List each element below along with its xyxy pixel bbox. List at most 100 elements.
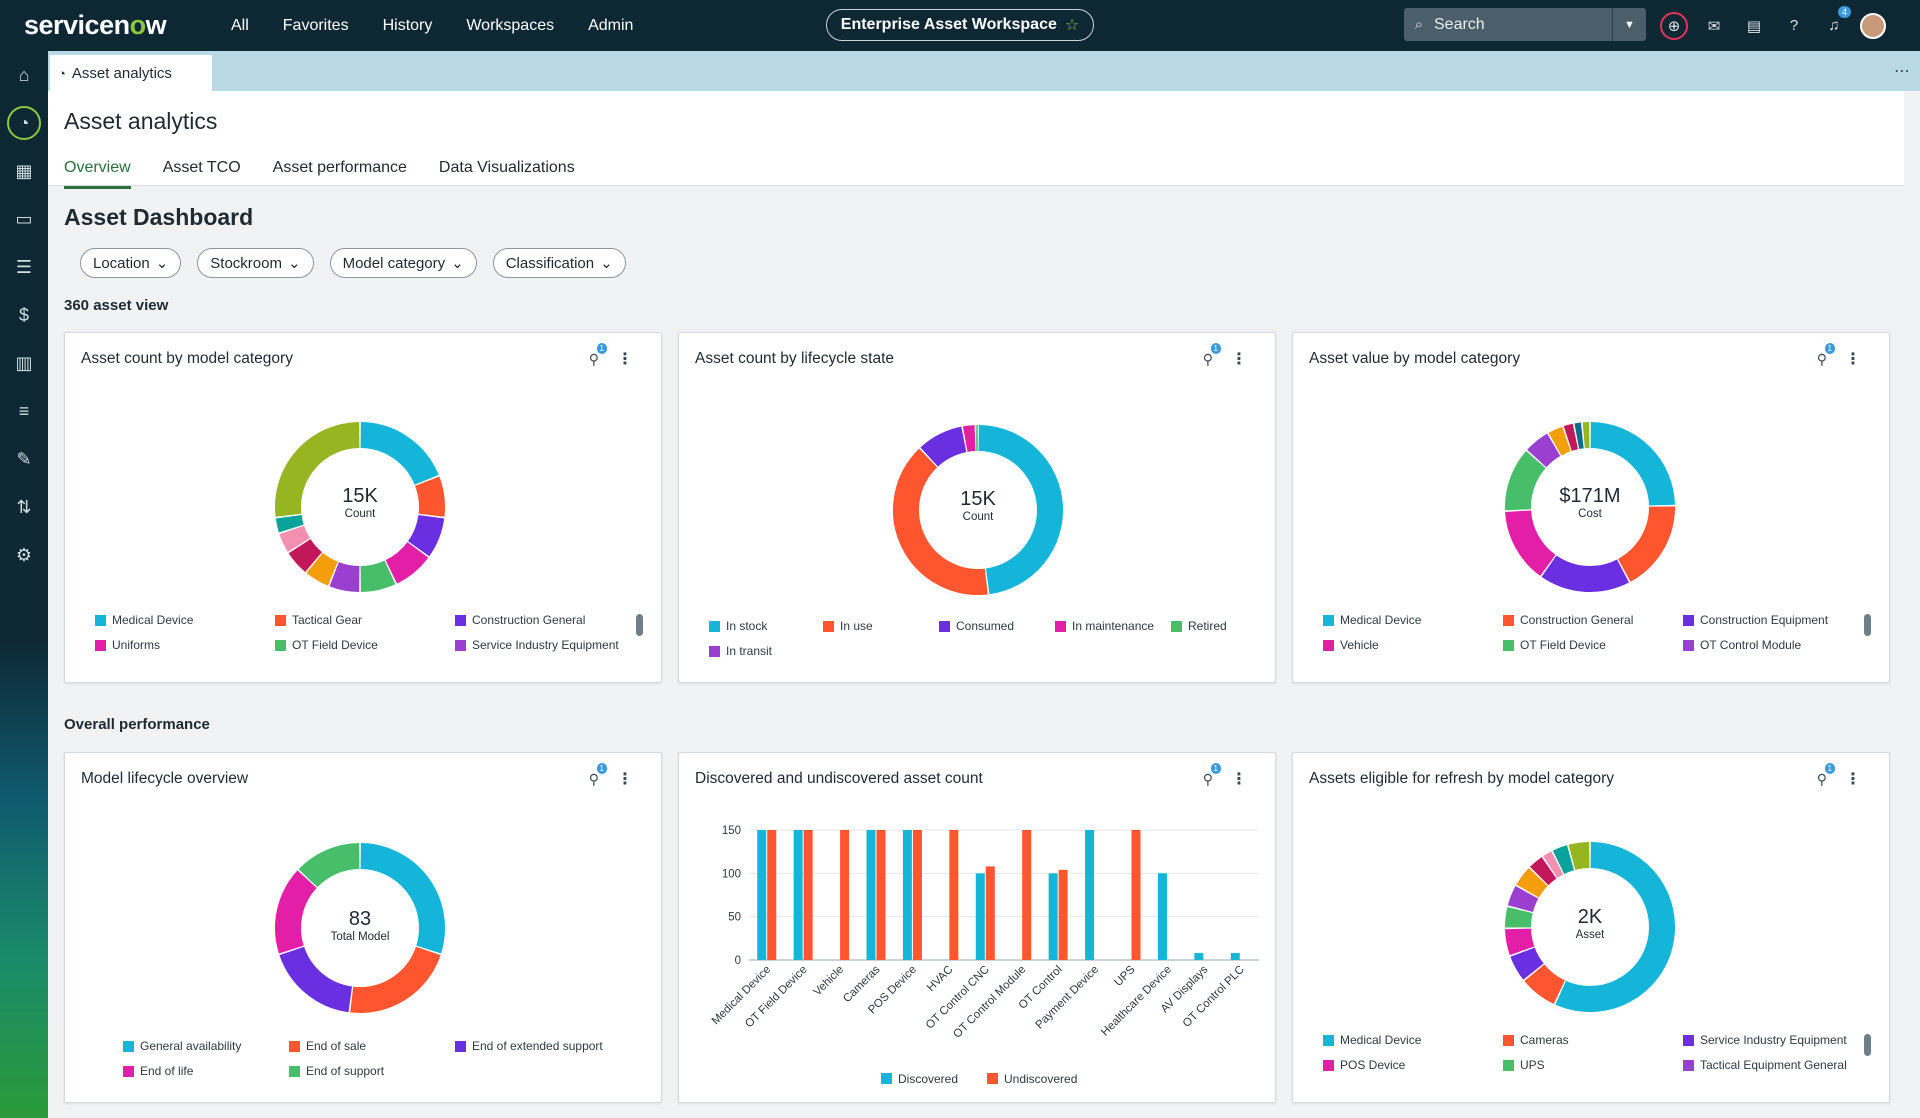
legend-item[interactable]: Vehicle: [1323, 638, 1503, 652]
invoice-icon[interactable]: $: [18, 304, 29, 325]
donut-slice[interactable]: [275, 514, 304, 533]
bar-undiscovered[interactable]: [912, 830, 922, 960]
donut-slice[interactable]: [1530, 857, 1557, 886]
legend-item[interactable]: End of support: [289, 1064, 455, 1078]
tab-asset-analytics[interactable]: ◔ Asset analytics: [50, 55, 212, 91]
donut-slice[interactable]: [1548, 426, 1571, 456]
donut-slice[interactable]: [893, 448, 988, 595]
legend-label[interactable]: Undiscovered: [1004, 1072, 1077, 1086]
nav-workspaces[interactable]: Workspaces: [466, 16, 555, 34]
chat-icon[interactable]: ✉: [1707, 17, 1721, 35]
legend-item[interactable]: In transit: [709, 644, 823, 658]
filter-icon[interactable]: ⚲ 1: [1203, 762, 1221, 788]
donut-slice[interactable]: [1505, 509, 1556, 576]
donut-slice[interactable]: [1541, 555, 1629, 592]
donut-slice[interactable]: [288, 538, 323, 572]
bar-undiscovered[interactable]: [1022, 830, 1032, 960]
donut-slice[interactable]: [1524, 964, 1566, 1004]
bar-undiscovered[interactable]: [1058, 869, 1068, 960]
nav-history[interactable]: History: [382, 16, 433, 34]
donut-slice[interactable]: [279, 525, 311, 552]
search-input[interactable]: [1434, 15, 1604, 34]
bar-discovered[interactable]: [902, 830, 912, 960]
donut-slice[interactable]: [360, 422, 439, 486]
bar-discovered[interactable]: [1085, 830, 1095, 960]
filter-classification[interactable]: Classification ⌄: [492, 248, 626, 278]
bar-discovered[interactable]: [757, 830, 767, 960]
bar-undiscovered[interactable]: [840, 830, 850, 960]
kebab-menu-icon[interactable]: ⋮: [617, 351, 633, 368]
donut-slice[interactable]: [306, 552, 339, 586]
legend-item[interactable]: Construction General: [1503, 613, 1683, 627]
legend-scrollbar[interactable]: [1864, 614, 1871, 636]
legend-item[interactable]: In stock: [709, 619, 823, 633]
legend-item[interactable]: End of life: [123, 1064, 289, 1078]
bar-undiscovered[interactable]: [985, 866, 995, 960]
legend-item[interactable]: Tactical Equipment General: [1683, 1058, 1863, 1072]
legend-item[interactable]: OT Field Device: [1503, 638, 1683, 652]
bar-discovered[interactable]: [1194, 953, 1204, 960]
bar-undiscovered[interactable]: [767, 830, 777, 960]
donut-slice[interactable]: [1555, 842, 1675, 1012]
legend-item[interactable]: OT Field Device: [275, 638, 455, 652]
bar-undiscovered[interactable]: [803, 830, 813, 960]
help-icon[interactable]: ?: [1789, 17, 1799, 34]
user-avatar[interactable]: [1860, 12, 1886, 39]
donut-slice[interactable]: [1510, 947, 1544, 980]
legend-item[interactable]: Uniforms: [95, 638, 275, 652]
legend-scrollbar[interactable]: [636, 614, 643, 636]
donut-slice[interactable]: [275, 870, 317, 954]
globe-icon[interactable]: ⊕: [1660, 11, 1688, 40]
donut-slice[interactable]: [1505, 451, 1546, 511]
kebab-menu-icon[interactable]: ⋮: [617, 771, 633, 788]
donut-slice[interactable]: [298, 843, 360, 888]
legend-item[interactable]: POS Device: [1323, 1058, 1503, 1072]
filter-icon[interactable]: ⚲ 1: [1203, 342, 1221, 368]
donut-slice[interactable]: [385, 541, 429, 584]
donut-slice[interactable]: [275, 422, 360, 517]
donut-slice[interactable]: [279, 946, 353, 1013]
book-icon[interactable]: ▥: [15, 352, 33, 373]
donut-slice[interactable]: [1505, 906, 1533, 928]
bar-discovered[interactable]: [793, 830, 803, 960]
analytics-icon[interactable]: ◔: [0, 99, 48, 147]
legend-item[interactable]: Medical Device: [1323, 1033, 1503, 1047]
servicenow-logo[interactable]: servicenow: [24, 10, 167, 40]
bell-icon[interactable]: ♫ 4: [1820, 5, 1851, 40]
wrench-icon[interactable]: ✎: [16, 448, 32, 469]
legend-item[interactable]: Construction General: [455, 613, 635, 627]
filter-icon[interactable]: ⚲ 1: [1817, 342, 1835, 368]
donut-slice[interactable]: [1590, 422, 1675, 506]
bar-undiscovered[interactable]: [949, 830, 959, 960]
card-icon[interactable]: ▤: [1746, 17, 1762, 35]
legend-item[interactable]: Tactical Gear: [275, 613, 455, 627]
legend-item[interactable]: General availability: [123, 1039, 289, 1053]
gear-icon[interactable]: ⚙: [15, 544, 33, 565]
filter-icon[interactable]: ⚲ 1: [589, 762, 607, 788]
building-icon[interactable]: ▦: [15, 160, 33, 181]
tab-asset-tco[interactable]: Asset TCO: [162, 159, 241, 176]
bar-undiscovered[interactable]: [1131, 830, 1141, 960]
donut-slice[interactable]: [1527, 433, 1561, 468]
kebab-menu-icon[interactable]: ⋮: [1231, 771, 1247, 788]
donut-slice[interactable]: [1574, 422, 1584, 450]
nav-admin[interactable]: Admin: [588, 16, 634, 34]
tab-asset-performance[interactable]: Asset performance: [272, 159, 407, 176]
donut-slice[interactable]: [978, 425, 1063, 595]
legend-scrollbar[interactable]: [1864, 1034, 1871, 1056]
donut-slice[interactable]: [962, 425, 976, 452]
search-scope-dropdown[interactable]: ▼: [1612, 8, 1646, 41]
legend-item[interactable]: In use: [823, 619, 939, 633]
donut-slice[interactable]: [1543, 851, 1564, 878]
filter-location[interactable]: Location ⌄: [80, 248, 182, 278]
tab-overview[interactable]: Overview: [64, 159, 131, 189]
nav-all[interactable]: All: [231, 16, 249, 34]
bar-discovered[interactable]: [975, 873, 985, 960]
filter-icon[interactable]: ⚲ 1: [1817, 762, 1835, 788]
donut-slice[interactable]: [920, 426, 967, 467]
donut-slice[interactable]: [414, 476, 445, 517]
nav-favorites[interactable]: Favorites: [282, 16, 349, 34]
donut-slice[interactable]: [1507, 886, 1539, 913]
kebab-menu-icon[interactable]: ⋮: [1845, 771, 1861, 788]
legend-item[interactable]: Retired: [1171, 619, 1271, 633]
